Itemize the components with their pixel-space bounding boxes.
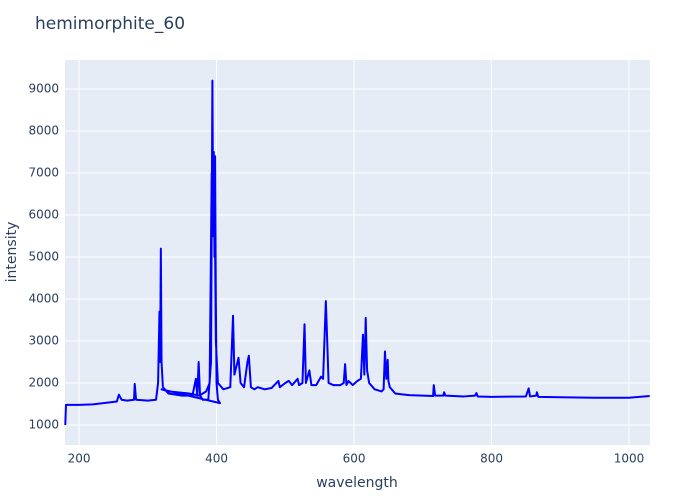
plot-area — [65, 60, 650, 445]
y-tick-label: 8000 — [28, 123, 59, 137]
y-tick-label: 3000 — [28, 334, 59, 348]
x-tick-label: 800 — [480, 452, 503, 466]
y-tick-label: 2000 — [28, 376, 59, 390]
y-tick-label: 5000 — [28, 249, 59, 263]
y-tick-label: 9000 — [28, 81, 59, 95]
x-tick-label: 200 — [68, 452, 91, 466]
y-tick-label: 4000 — [28, 291, 59, 305]
x-tick-label: 1000 — [614, 452, 645, 466]
x-tick-label: 400 — [205, 452, 228, 466]
y-axis-title: intensity — [4, 222, 20, 283]
chart-title: hemimorphite_60 — [35, 14, 185, 34]
y-tick-label: 6000 — [28, 207, 59, 221]
y-tick-label: 7000 — [28, 165, 59, 179]
spectrum-line — [64, 79, 650, 426]
x-tick-label: 600 — [343, 452, 366, 466]
y-tick-label: 1000 — [28, 418, 59, 432]
x-axis-title: wavelength — [316, 475, 398, 491]
